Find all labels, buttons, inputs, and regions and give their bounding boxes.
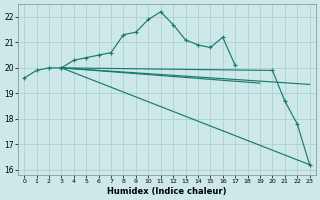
- X-axis label: Humidex (Indice chaleur): Humidex (Indice chaleur): [107, 187, 227, 196]
